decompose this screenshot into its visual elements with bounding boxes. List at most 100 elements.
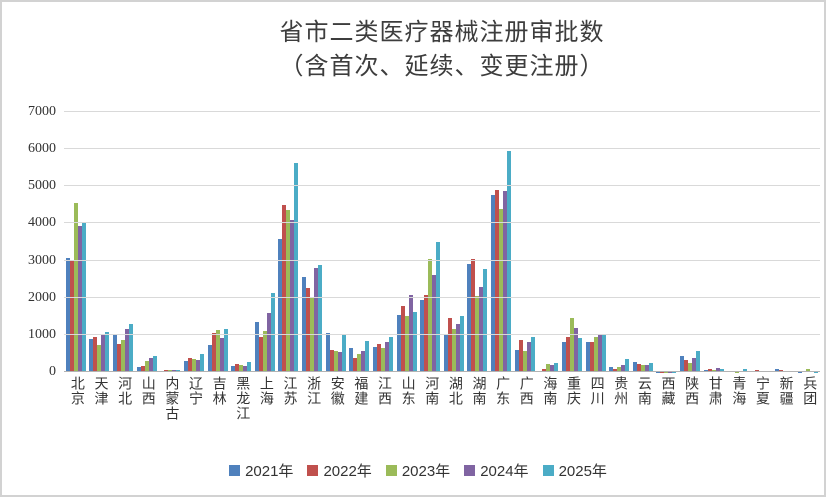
y-tick-label: 2000 [28,289,56,305]
bar [546,364,551,372]
y-tick-label: 1000 [28,326,56,342]
bar [692,358,697,372]
bar-group [631,112,655,372]
bar [384,341,389,372]
bar [231,365,236,372]
bar-group [111,112,135,372]
bar-group [395,112,419,372]
bar [219,337,224,372]
bar [337,351,342,372]
x-category-label-text: 辽宁 [186,376,202,406]
x-category-label: 内蒙古 [159,376,183,452]
bar [561,341,566,372]
x-category-label-text: 湖南 [470,376,486,406]
bar-group [702,112,726,372]
bar [290,219,295,372]
x-category-label-text: 湖北 [446,376,462,406]
x-category-label-text: 四川 [588,376,604,406]
legend-item: 2021年 [229,460,293,481]
x-category-label: 新疆 [773,376,797,452]
bar-group [135,112,159,372]
x-category-label: 河北 [111,376,135,452]
bar [199,354,204,372]
bar [97,344,102,372]
bar-group [418,112,442,372]
bar [565,337,570,372]
bar [522,351,527,372]
bar [518,339,523,372]
bar [499,208,504,372]
bar [601,334,606,372]
x-axis: 北京 天津 河北 山西 内蒙古 辽宁 吉林 黑龙江 上海 江苏 浙江 安徽 福建 江西 山东 河南 湖北 湖南 广东… [64,376,820,452]
bar [176,369,181,372]
legend-label: 2025年 [558,463,607,480]
bar [262,330,267,372]
x-category-label-text: 山东 [399,376,415,406]
legend-swatch [464,465,476,476]
bar [491,195,496,372]
y-tick-label: 6000 [28,141,56,157]
legend-label: 2024年 [480,463,529,480]
x-category-label: 云南 [631,376,655,452]
bar-group [277,112,301,372]
gridline [64,296,820,298]
x-category-label-text: 内蒙古 [163,376,179,421]
x-category-label-text: 宁夏 [753,376,769,406]
x-category-label: 山西 [135,376,159,452]
x-category-label-text: 河北 [116,376,132,406]
bar [412,311,417,372]
bar [380,348,385,372]
x-category-label-text: 吉林 [210,376,226,406]
x-category-label: 福建 [348,376,372,452]
bar [743,368,748,372]
x-category-label: 湖北 [442,376,466,452]
bar [270,293,275,372]
x-category-label-text: 江苏 [281,376,297,406]
gridline [64,222,820,224]
x-category-label: 江西 [371,376,395,452]
bar [432,275,437,372]
bar [183,360,188,372]
bar [589,341,594,372]
legend-swatch [307,465,319,476]
x-category-label: 浙江 [300,376,324,452]
x-axis-line [64,371,820,372]
x-category-label: 安徽 [324,376,348,452]
bar [680,356,685,372]
bar [235,364,240,372]
bar [333,350,338,372]
legend-label: 2021年 [245,463,294,480]
bar [73,203,78,372]
bar [247,361,252,372]
x-category-label-text: 云南 [635,376,651,406]
x-category-label: 湖南 [466,376,490,452]
legend: 2021年 2022年 2023年 2024年 2025年 [2,460,832,481]
bar [542,368,547,372]
bar [684,359,689,372]
x-category-label-text: 西藏 [659,376,675,406]
bar [625,359,630,372]
bar [495,189,500,372]
bar-group [182,112,206,372]
bar [388,337,393,372]
x-category-label-text: 海南 [541,376,557,406]
bar [597,335,602,372]
bar [187,358,192,372]
x-category-label-text: 浙江 [305,376,321,406]
bar [707,369,712,372]
bar [428,258,433,372]
x-category-label: 辽宁 [182,376,206,452]
bar [69,260,74,372]
bar [640,364,645,372]
gridline [64,333,820,335]
x-category-label-text: 上海 [257,376,273,406]
x-category-label: 四川 [584,376,608,452]
bar [648,362,653,372]
bar [806,368,811,372]
legend-item: 2024年 [464,460,529,481]
y-tick-label: 5000 [28,178,56,194]
x-category-label: 青海 [726,376,750,452]
bar [243,366,248,372]
